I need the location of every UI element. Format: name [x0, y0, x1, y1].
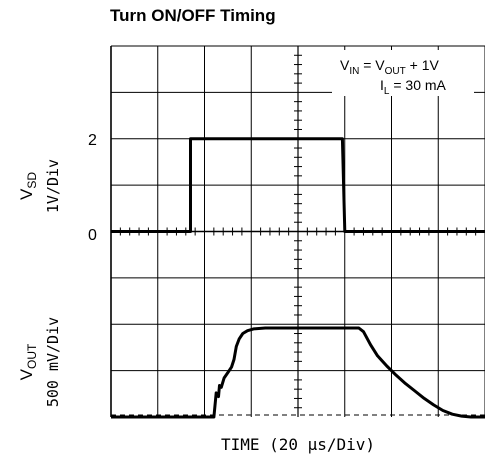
center-axes [111, 46, 485, 417]
trace-vsd [111, 137, 485, 233]
annotation-line-2: IL = 30 mA [380, 77, 447, 97]
vout-ylabel: VOUT 500 mV/Div [17, 317, 62, 407]
vsd-ylabel: VSD 1V/Div [17, 159, 62, 213]
traces [111, 137, 485, 419]
x-axis-label: TIME (20 μs/Div) [221, 435, 375, 454]
vout-ylabel-name: VOUT [17, 343, 39, 380]
chart-title: Turn ON/OFF Timing [110, 6, 276, 25]
vsd-ylabel-name: VSD [17, 172, 39, 200]
annotation-line-1: VIN = VOUT + 1V [340, 57, 439, 77]
vout-scale-label: 500 mV/Div [44, 317, 62, 407]
vsd-scale-label: 1V/Div [44, 159, 62, 213]
conditions-annotation: VIN = VOUT + 1V IL = 30 mA [332, 50, 474, 97]
trace-vout [111, 326, 485, 419]
vsd-level-label: 2 [88, 132, 97, 149]
vsd-zero-label: 0 [88, 227, 97, 244]
annotation-background [332, 50, 474, 96]
